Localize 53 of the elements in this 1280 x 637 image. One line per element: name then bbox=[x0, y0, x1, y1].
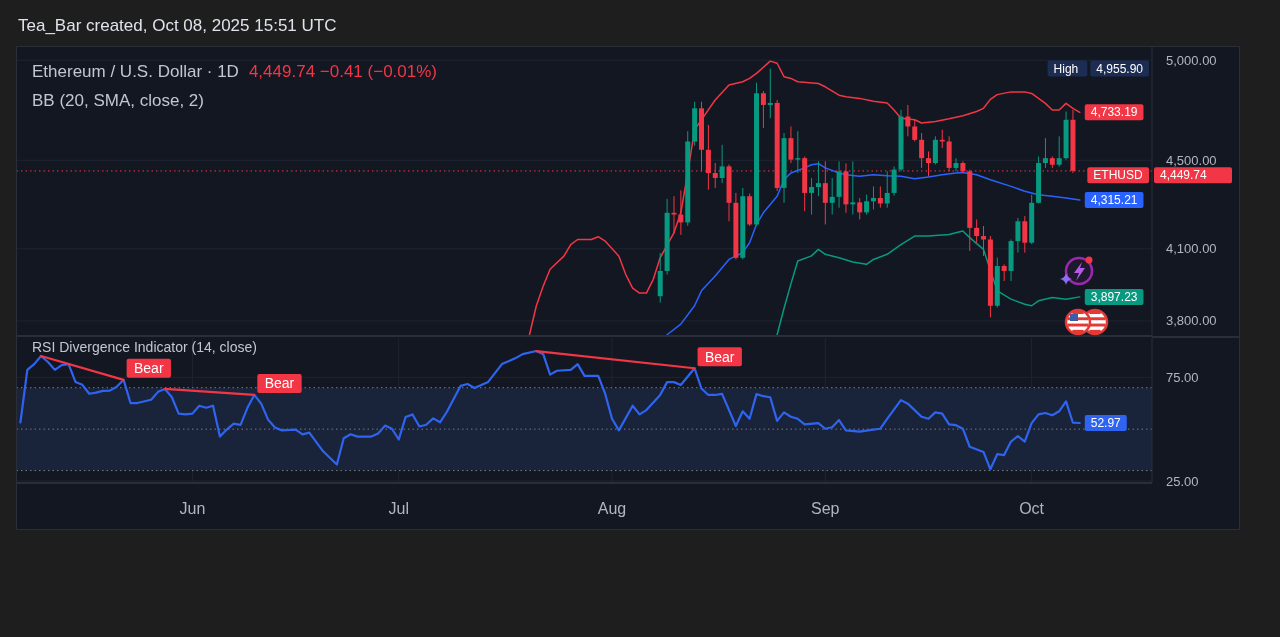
text: High 4,955.90 bbox=[1053, 61, 1144, 76]
annotation: BB (20, SMA, close, 2) bbox=[32, 91, 204, 111]
candlestick bbox=[788, 125, 794, 164]
candlestick bbox=[891, 165, 897, 197]
line-series bbox=[666, 162, 1081, 336]
candlestick bbox=[912, 119, 918, 142]
candlestick bbox=[795, 130, 801, 174]
x-tick-label: Jun bbox=[179, 500, 206, 518]
candlestick bbox=[884, 170, 890, 209]
candlestick bbox=[850, 160, 856, 216]
candlestick bbox=[1056, 135, 1062, 168]
annotation: Bear bbox=[264, 375, 295, 392]
candlestick bbox=[767, 68, 773, 119]
annotation: Bear bbox=[704, 348, 735, 365]
y-tick-label: 4,500.00 bbox=[1166, 152, 1217, 168]
line-series bbox=[776, 230, 1081, 336]
candlestick bbox=[857, 197, 863, 221]
y-tick-label: 3,800.00 bbox=[1166, 313, 1217, 329]
annotation: Bear bbox=[134, 360, 164, 377]
candlestick bbox=[1015, 217, 1021, 254]
y-tick-label: 75.00 bbox=[1166, 369, 1199, 385]
y-tick-label: 4,100.00 bbox=[1166, 241, 1217, 257]
data-label: 4,733.19 bbox=[1090, 105, 1138, 120]
text: ETHUSD 4,449.74 bbox=[1093, 168, 1207, 183]
candlestick bbox=[678, 189, 684, 236]
candlestick bbox=[815, 160, 821, 197]
candlestick bbox=[1042, 137, 1048, 169]
candlestick bbox=[864, 194, 870, 216]
candlestick bbox=[974, 219, 980, 244]
chart-title: RSI Divergence Indicator (14, close) bbox=[32, 339, 257, 355]
x-tick-label: Sep bbox=[811, 500, 840, 518]
line-series bbox=[528, 60, 1081, 336]
candlestick bbox=[760, 90, 766, 129]
candlestick bbox=[719, 144, 725, 184]
candlestick bbox=[1022, 215, 1028, 254]
candlestick bbox=[953, 157, 959, 172]
text: Ethereum / U.S. Dollar · 1D bbox=[32, 62, 239, 81]
y-tick-label: 5,000.00 bbox=[1166, 52, 1217, 68]
candlestick bbox=[905, 104, 911, 137]
x-tick-label: Aug bbox=[597, 500, 627, 518]
x-tick-label: Jul bbox=[388, 500, 409, 518]
candlestick bbox=[671, 195, 677, 235]
y-tick-label: 25.00 bbox=[1166, 473, 1199, 489]
candlestick bbox=[932, 135, 938, 166]
x-tick-label: Oct bbox=[1019, 500, 1045, 518]
text: 4,449.74 −0.41 (−0.01%) bbox=[248, 62, 437, 81]
candlestick bbox=[809, 177, 815, 216]
data-label: 4,315.21 bbox=[1090, 193, 1138, 208]
data-label: 52.97 bbox=[1090, 416, 1122, 431]
candlestick bbox=[829, 177, 835, 216]
candlestick bbox=[919, 132, 925, 169]
data-label: 3,897.23 bbox=[1090, 290, 1138, 305]
text: Tea_Bar created, Oct 08, 2025 15:51 UTC bbox=[18, 16, 337, 36]
